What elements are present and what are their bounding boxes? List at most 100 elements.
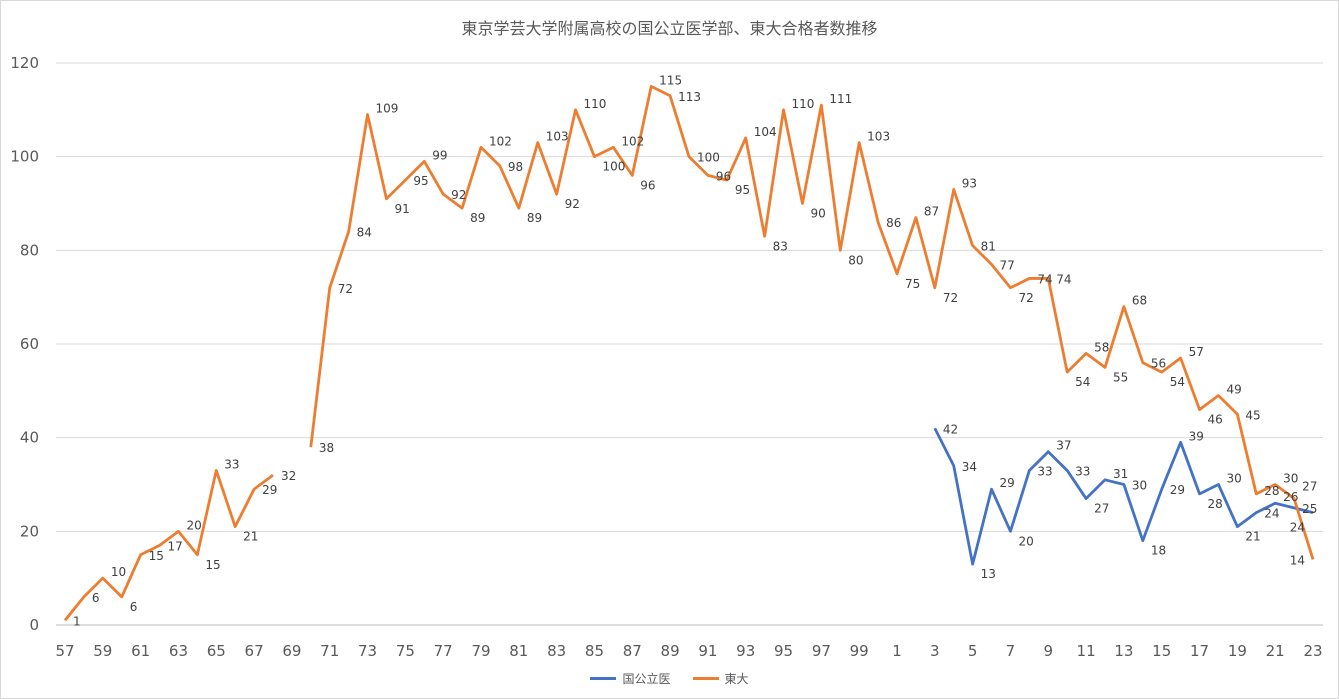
x-tick-label: 71 (320, 642, 339, 660)
data-label: 95 (413, 174, 428, 188)
data-label: 42 (943, 422, 958, 436)
data-label: 86 (886, 216, 901, 230)
data-label: 96 (640, 178, 655, 192)
legend-item-kokkoritsu: 国公立医 (590, 670, 671, 687)
data-label: 33 (1075, 464, 1090, 478)
data-label: 72 (1018, 291, 1033, 305)
x-tick-label: 1 (892, 642, 902, 660)
x-tick-label: 11 (1077, 642, 1096, 660)
data-label: 72 (338, 282, 353, 296)
chart-title: 東京学芸大学附属高校の国公立医学部、東大合格者数推移 (461, 19, 878, 38)
data-label: 110 (584, 97, 607, 111)
x-tick-label: 95 (774, 642, 793, 660)
data-label: 18 (1151, 544, 1166, 558)
data-label: 92 (451, 188, 466, 202)
series-line-1 (63, 469, 274, 622)
data-label: 80 (848, 253, 863, 267)
data-label: 33 (1037, 464, 1052, 478)
data-label: 57 (1189, 345, 1204, 359)
x-tick-label: 9 (1043, 642, 1053, 660)
data-label: 29 (262, 483, 277, 497)
data-label: 45 (1245, 408, 1260, 422)
data-label: 34 (962, 460, 977, 474)
data-label: 54 (1075, 375, 1090, 389)
x-tick-label: 3 (930, 642, 940, 660)
data-label: 72 (943, 291, 958, 305)
x-tick-label: 99 (850, 642, 869, 660)
data-label: 115 (659, 73, 682, 87)
x-tick-label: 19 (1228, 642, 1247, 660)
x-tick-label: 73 (358, 642, 377, 660)
data-label: 110 (792, 97, 815, 111)
y-tick-label: 120 (10, 54, 39, 72)
data-label: 17 (168, 539, 183, 553)
data-label: 91 (394, 202, 409, 216)
y-tick-label: 40 (20, 429, 39, 447)
x-tick-label: 5 (968, 642, 978, 660)
data-label: 6 (92, 591, 100, 605)
x-tick-label: 67 (245, 642, 264, 660)
data-label: 58 (1094, 340, 1109, 354)
data-label: 15 (205, 558, 220, 572)
data-label: 68 (1132, 294, 1147, 308)
data-label: 96 (716, 169, 731, 183)
data-label: 77 (1000, 258, 1015, 272)
x-tick-label: 91 (698, 642, 717, 660)
data-label: 100 (697, 151, 720, 165)
x-tick-label: 21 (1266, 642, 1285, 660)
x-tick-label: 69 (282, 642, 301, 660)
x-tick-label: 75 (396, 642, 415, 660)
y-tick-label: 60 (20, 335, 39, 353)
x-tick-label: 23 (1303, 642, 1322, 660)
x-tick-label: 87 (623, 642, 642, 660)
data-label: 28 (1264, 484, 1279, 498)
data-label: 102 (489, 134, 512, 148)
x-tick-label: 85 (585, 642, 604, 660)
data-label: 14 (1290, 553, 1305, 567)
data-label: 13 (981, 567, 996, 581)
data-label: 102 (621, 134, 644, 148)
x-tick-label: 7 (1006, 642, 1016, 660)
data-label: 92 (565, 197, 580, 211)
data-label: 38 (319, 441, 334, 455)
data-label: 56 (1151, 357, 1166, 371)
data-label: 30 (1226, 472, 1241, 486)
data-label: 29 (1000, 476, 1015, 490)
data-label: 74 (1037, 272, 1052, 286)
data-label: 95 (735, 183, 750, 197)
x-tick-label: 81 (509, 642, 528, 660)
y-tick-label: 20 (20, 522, 39, 540)
series-line-1 (309, 85, 1315, 560)
data-label: 75 (905, 277, 920, 291)
x-tick-label: 83 (547, 642, 566, 660)
x-tick-label: 61 (131, 642, 150, 660)
data-label: 98 (508, 160, 523, 174)
data-label: 10 (111, 565, 126, 579)
y-tick-label: 0 (29, 616, 39, 634)
data-label: 6 (130, 600, 138, 614)
y-tick-label: 80 (20, 241, 39, 259)
x-tick-label: 93 (736, 642, 755, 660)
data-label: 113 (678, 90, 701, 104)
data-label: 99 (432, 148, 447, 162)
x-tick-label: 13 (1114, 642, 1133, 660)
data-label: 20 (1018, 534, 1033, 548)
data-label: 1 (73, 614, 81, 628)
data-label: 25 (1302, 502, 1317, 516)
x-tick-label: 89 (661, 642, 680, 660)
x-tick-label: 77 (434, 642, 453, 660)
data-label: 37 (1056, 439, 1071, 453)
data-label: 109 (376, 102, 399, 116)
legend-swatch (590, 677, 617, 680)
data-label: 55 (1113, 370, 1128, 384)
data-label: 90 (810, 207, 825, 221)
legend: 国公立医 東大 (1, 670, 1338, 687)
legend-label: 国公立医 (622, 672, 671, 686)
data-label: 93 (962, 176, 977, 190)
data-label: 20 (186, 518, 201, 532)
data-label: 30 (1132, 479, 1147, 493)
x-tick-label: 15 (1152, 642, 1171, 660)
data-label: 49 (1226, 383, 1241, 397)
data-label: 21 (1245, 530, 1260, 544)
